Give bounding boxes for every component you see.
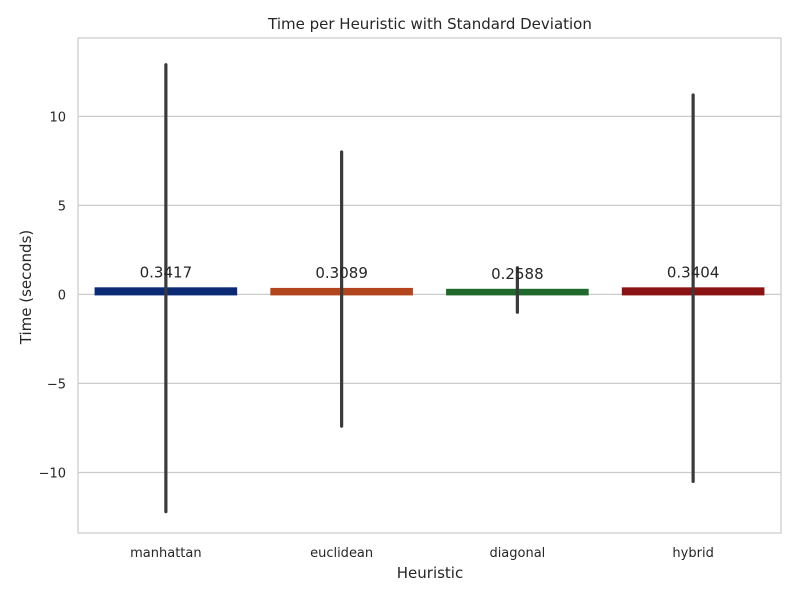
y-tick-labels: −10 −5 0 5 10 [39,110,66,481]
data-label-hybrid: 0.3404 [667,263,720,281]
error-bars [164,63,695,514]
y-tick-label: 10 [49,110,66,125]
y-tick-label: −10 [39,466,66,481]
plot-area-frame [77,37,782,534]
x-tick-label-euclidean: euclidean [310,546,373,561]
x-tick-labels: manhattan euclidean diagonal hybrid [130,546,714,561]
x-tick-label-hybrid: hybrid [672,546,713,561]
data-labels: 0.3417 0.3089 0.2588 0.3404 [140,263,720,282]
y-axis-label: Time (seconds) [17,230,35,346]
data-label-manhattan: 0.3417 [140,263,193,281]
y-tick-label: 0 [58,288,66,303]
x-tick-label-diagonal: diagonal [489,546,545,561]
y-tick-label: −5 [47,377,66,392]
y-tick-label: 5 [58,199,66,214]
x-axis-label: Heuristic [397,564,463,582]
data-label-diagonal: 0.2588 [491,265,544,283]
data-label-euclidean: 0.3089 [315,264,368,282]
x-tick-label-manhattan: manhattan [130,546,201,561]
chart-title: Time per Heuristic with Standard Deviati… [267,15,592,33]
